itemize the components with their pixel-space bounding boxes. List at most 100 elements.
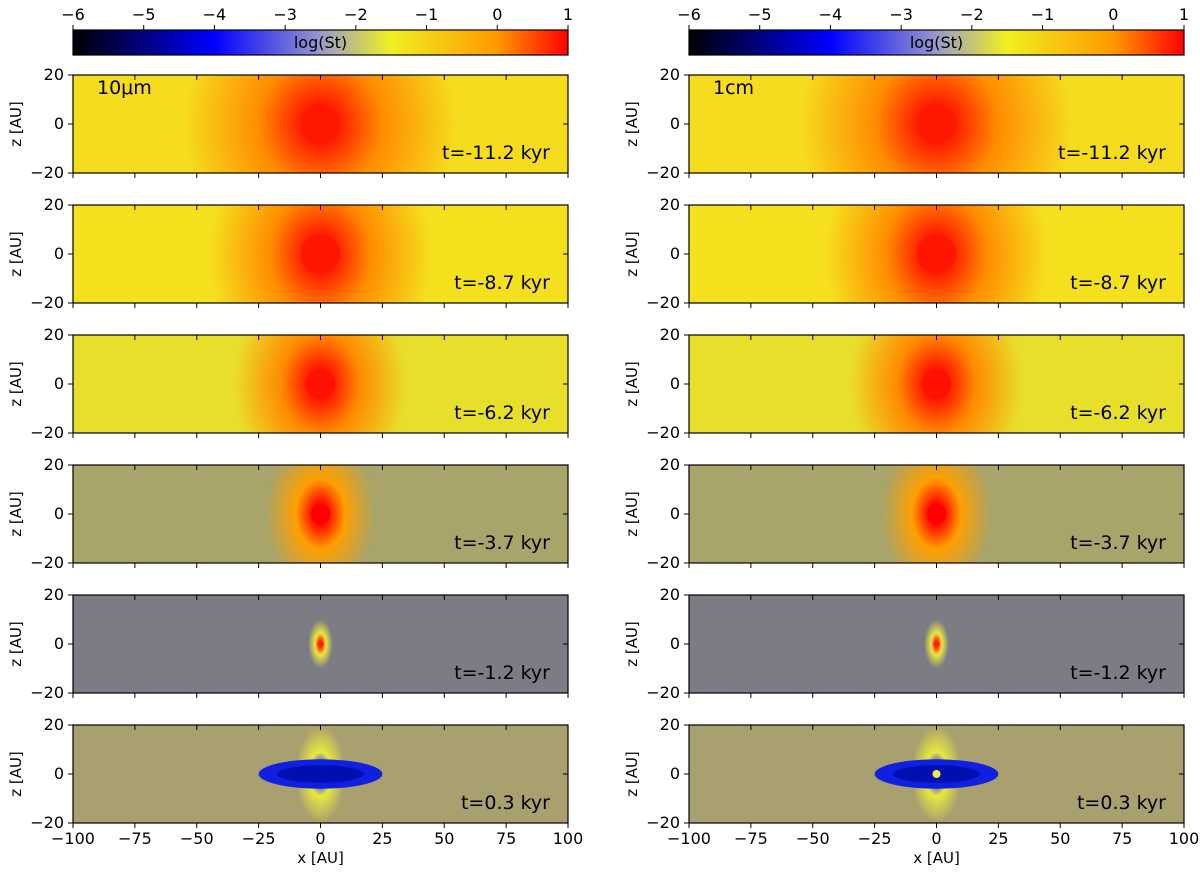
time-label: t=-11.2 kyr — [1058, 142, 1166, 164]
time-label: t=-11.2 kyr — [442, 142, 550, 164]
grain-size-label: 1cm — [713, 77, 754, 99]
colorbar-tick-label: −3 — [889, 5, 913, 24]
panel: −20 0 20 z [AU] t=-11.2 kyr 10μm — [7, 65, 569, 182]
y-axis-label: z [AU] — [7, 101, 25, 147]
y-tick-label: 20 — [44, 715, 64, 734]
x-tick-label: −50 — [180, 829, 214, 848]
y-tick-label: 0 — [54, 114, 64, 133]
colorbar-frame — [72, 29, 569, 56]
y-tick-label: 0 — [54, 764, 64, 783]
time-label: t=-8.7 kyr — [1070, 272, 1166, 294]
y-tick-label: 20 — [44, 65, 64, 84]
panel: −20 0 20 z [AU] t=-6.2 kyr — [623, 325, 1185, 442]
time-label: t=-8.7 kyr — [454, 272, 550, 294]
panel: −100 −75 −50 −25 0 25 50 75 100 −20 0 20 z [AU] t=0.3… — [623, 715, 1199, 867]
y-tick-label: −20 — [30, 553, 64, 572]
y-tick-label: −20 — [646, 553, 680, 572]
colorbar-label: log(St) — [910, 33, 963, 52]
x-tick-label: 0 — [931, 829, 941, 848]
x-tick-label: −75 — [118, 829, 152, 848]
panel: −20 0 20 z [AU] t=-11.2 kyr 1cm — [623, 65, 1185, 182]
y-axis-label: z [AU] — [623, 491, 641, 537]
colorbar-label: log(St) — [294, 33, 347, 52]
x-tick-label: −25 — [858, 829, 892, 848]
colorbar-tick-label: −5 — [748, 5, 772, 24]
y-tick-label: 20 — [44, 585, 64, 604]
colorbar-tick-label: 1 — [1179, 5, 1189, 24]
core — [921, 369, 952, 399]
x-axis-label: x [AU] — [913, 849, 960, 867]
colorbar-tick-label: 0 — [492, 5, 502, 24]
x-tick-label: −50 — [796, 829, 830, 848]
time-label: t=-6.2 kyr — [454, 402, 550, 424]
y-tick-label: −20 — [30, 423, 64, 442]
time-label: t=-3.7 kyr — [1070, 532, 1166, 554]
x-tick-label: 50 — [1050, 829, 1070, 848]
panel: −20 0 20 z [AU] t=-1.2 kyr — [7, 585, 569, 702]
panel: −100 −75 −50 −25 0 25 50 75 100 −20 0 20 z [AU] t=0.3… — [7, 715, 583, 867]
y-tick-label: 20 — [660, 455, 680, 474]
y-tick-label: 20 — [660, 65, 680, 84]
panel: −20 0 20 z [AU] t=-8.7 kyr — [623, 195, 1185, 312]
y-tick-label: 0 — [670, 374, 680, 393]
core — [317, 641, 324, 647]
y-axis-label: z [AU] — [623, 751, 641, 797]
colorbar-tick-label: −2 — [344, 5, 368, 24]
colorbar-gradient — [73, 30, 568, 55]
y-tick-label: 20 — [44, 195, 64, 214]
grain-size-label: 10μm — [97, 77, 152, 99]
time-label: t=-6.2 kyr — [1070, 402, 1166, 424]
y-axis-label: z [AU] — [623, 361, 641, 407]
x-tick-label: 75 — [496, 829, 516, 848]
x-tick-label: −25 — [242, 829, 276, 848]
y-tick-label: 0 — [54, 374, 64, 393]
colorbar-tick-label: −1 — [415, 5, 439, 24]
time-label: t=0.3 kyr — [1077, 792, 1166, 814]
core — [926, 504, 947, 524]
time-label: t=-1.2 kyr — [1070, 662, 1166, 684]
colorbar-tick-label: 0 — [1108, 5, 1118, 24]
x-tick-label: 25 — [372, 829, 392, 848]
y-axis-label: z [AU] — [7, 231, 25, 277]
core — [933, 641, 940, 647]
y-tick-label: 0 — [670, 244, 680, 263]
colorbar-tick-label: −5 — [132, 5, 156, 24]
y-tick-label: 20 — [660, 585, 680, 604]
panel: −20 0 20 z [AU] t=-6.2 kyr — [7, 325, 569, 442]
colorbar: −6 −5 −4 −3 −2 −1 0 1 log(St) — [61, 5, 573, 56]
y-axis-label: z [AU] — [7, 751, 25, 797]
x-tick-label: 100 — [1169, 829, 1200, 848]
x-tick-label: −75 — [734, 829, 768, 848]
y-tick-label: −20 — [646, 683, 680, 702]
time-label: t=0.3 kyr — [461, 792, 550, 814]
time-label: t=-1.2 kyr — [454, 662, 550, 684]
y-tick-label: −20 — [646, 423, 680, 442]
y-axis-label: z [AU] — [7, 621, 25, 667]
colorbar-tick-label: −6 — [61, 5, 85, 24]
colorbar-tick-label: −4 — [203, 5, 227, 24]
y-tick-label: 0 — [54, 244, 64, 263]
x-tick-label: −100 — [51, 829, 95, 848]
panel: −20 0 20 z [AU] t=-8.7 kyr — [7, 195, 569, 312]
y-tick-label: −20 — [646, 813, 680, 832]
y-tick-label: 0 — [54, 504, 64, 523]
y-tick-label: 0 — [670, 114, 680, 133]
y-axis-label: z [AU] — [7, 361, 25, 407]
colorbar-tick-label: 1 — [563, 5, 573, 24]
y-tick-label: 0 — [670, 764, 680, 783]
core — [305, 369, 336, 399]
y-tick-label: 20 — [44, 455, 64, 474]
x-tick-label: 0 — [315, 829, 325, 848]
panel: −20 0 20 z [AU] t=-3.7 kyr — [623, 455, 1185, 572]
colorbar: −6 −5 −4 −3 −2 −1 0 1 log(St) — [677, 5, 1189, 56]
y-tick-label: 20 — [44, 325, 64, 344]
x-tick-label: 100 — [553, 829, 584, 848]
core — [310, 504, 331, 524]
y-tick-label: −20 — [30, 163, 64, 182]
x-tick-label: 75 — [1112, 829, 1132, 848]
y-tick-label: 0 — [54, 634, 64, 653]
core — [300, 234, 341, 274]
x-axis-label: x [AU] — [297, 849, 344, 867]
panel: −20 0 20 z [AU] t=-3.7 kyr — [7, 455, 569, 572]
